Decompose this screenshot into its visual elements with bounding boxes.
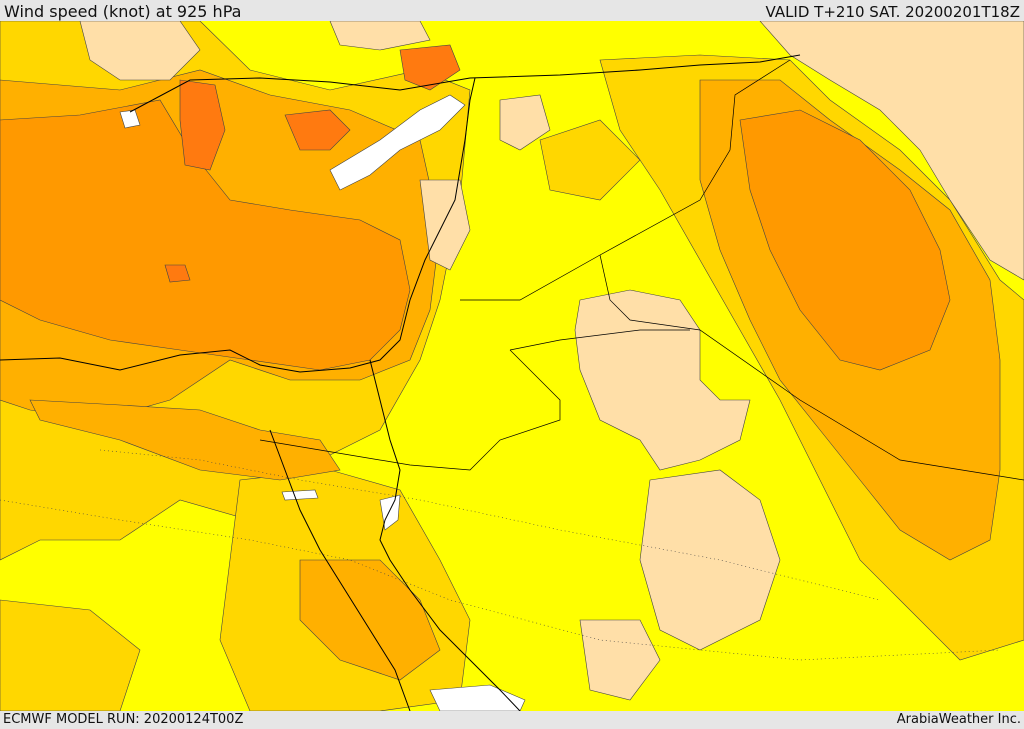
wind-speed-map <box>0 21 1024 711</box>
max-wind-cores <box>164 44 461 283</box>
coastlines <box>0 54 801 711</box>
map-footer: ECMWF MODEL RUN: 20200124T00Z ArabiaWeat… <box>0 711 1024 729</box>
core-turkey-coast <box>284 109 351 151</box>
region-saudi-light <box>639 469 781 651</box>
map-title: Wind speed (knot) at 925 hPa <box>4 2 242 21</box>
dotted-contour-mid <box>99 449 881 601</box>
region-black-sea-light <box>329 21 431 51</box>
region-libya-coast-strong <box>29 399 341 481</box>
region-anatolia-light <box>499 94 551 151</box>
region-southwest-fresh <box>0 599 141 711</box>
core-sea-small <box>164 264 191 283</box>
calm-nile-spot <box>281 489 319 501</box>
coastline-red-sea-east <box>369 359 521 711</box>
region-central-iraq-very-strong <box>739 109 951 371</box>
border-egypt-saudi <box>259 349 561 471</box>
borders <box>259 59 1024 481</box>
map-svg <box>0 21 1024 711</box>
very-strong-wind-regions <box>0 99 951 371</box>
light-wind-regions <box>79 21 1024 701</box>
contour-dotted <box>0 449 1001 661</box>
model-run: ECMWF MODEL RUN: 20200124T00Z <box>3 712 244 727</box>
region-syria-fresh <box>539 119 641 201</box>
coastline-med-south-east <box>0 77 476 373</box>
calm-regions <box>119 94 526 711</box>
border-saudi-iraq <box>599 254 1024 481</box>
calm-cyprus-band <box>329 94 466 191</box>
region-south-saudi-light <box>579 619 661 701</box>
region-balkans-light <box>79 21 201 81</box>
credit: ArabiaWeather Inc. <box>896 712 1021 727</box>
region-egypt-strong <box>299 559 441 681</box>
region-iran-light <box>759 21 1024 281</box>
valid-time: VALID T+210 SAT. 20200201T18Z <box>765 3 1020 21</box>
calm-aegean-island <box>119 109 141 129</box>
core-north-turkey <box>399 44 461 91</box>
region-jordan-desert-light <box>574 289 751 471</box>
coastline-turkey-south <box>129 54 801 113</box>
coastline-red-sea-west <box>269 429 411 711</box>
core-aegean <box>179 79 226 171</box>
region-lebanon-light <box>419 179 471 271</box>
border-jordan-saudi <box>509 329 690 351</box>
border-syria-iraq <box>460 59 791 301</box>
map-header: Wind speed (knot) at 925 hPa VALID T+210… <box>0 0 1024 21</box>
